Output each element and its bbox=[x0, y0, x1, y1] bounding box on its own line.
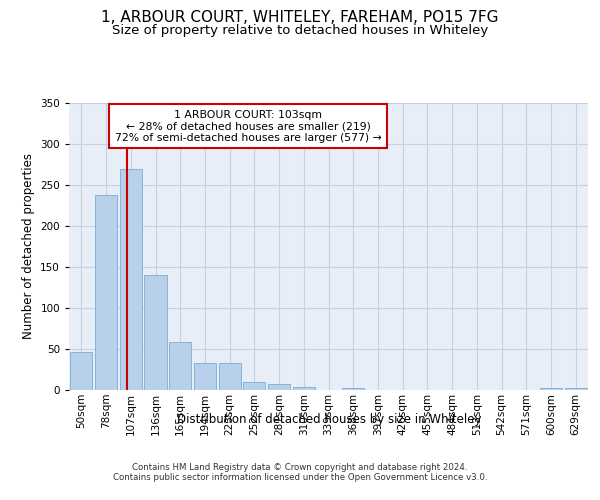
Text: 1, ARBOUR COURT, WHITELEY, FAREHAM, PO15 7FG: 1, ARBOUR COURT, WHITELEY, FAREHAM, PO15… bbox=[101, 10, 499, 25]
Text: Size of property relative to detached houses in Whiteley: Size of property relative to detached ho… bbox=[112, 24, 488, 37]
Text: 1 ARBOUR COURT: 103sqm
← 28% of detached houses are smaller (219)
72% of semi-de: 1 ARBOUR COURT: 103sqm ← 28% of detached… bbox=[115, 110, 382, 143]
Bar bbox=[342, 388, 364, 390]
Bar bbox=[194, 363, 216, 390]
Y-axis label: Number of detached properties: Number of detached properties bbox=[22, 153, 35, 340]
Bar bbox=[145, 275, 167, 390]
Bar bbox=[95, 194, 117, 390]
Text: Distribution of detached houses by size in Whiteley: Distribution of detached houses by size … bbox=[176, 412, 481, 426]
Bar bbox=[70, 352, 92, 390]
Bar bbox=[119, 169, 142, 390]
Bar bbox=[293, 386, 315, 390]
Bar bbox=[218, 363, 241, 390]
Bar bbox=[565, 388, 587, 390]
Bar bbox=[169, 342, 191, 390]
Text: Contains HM Land Registry data © Crown copyright and database right 2024.
Contai: Contains HM Land Registry data © Crown c… bbox=[113, 462, 487, 482]
Bar bbox=[243, 382, 265, 390]
Bar bbox=[540, 388, 562, 390]
Bar bbox=[268, 384, 290, 390]
